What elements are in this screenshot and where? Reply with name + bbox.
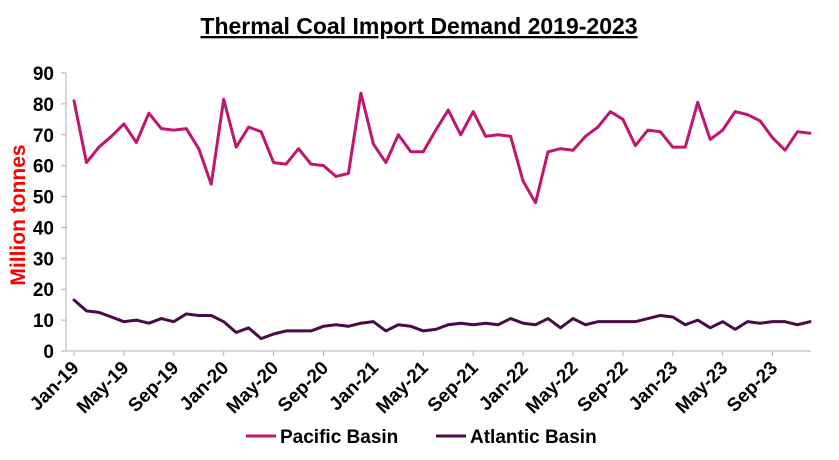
series-lines <box>72 91 812 341</box>
y-tick-label: 40 <box>33 218 54 239</box>
series-line-atlantic-basin <box>72 298 812 341</box>
y-tick-label: 60 <box>33 157 54 178</box>
y-tick-label: 30 <box>33 249 54 270</box>
x-tick-label: Sep-23 <box>723 358 782 417</box>
x-tick-label: Sep-19 <box>124 358 183 417</box>
x-tick-label: Sep-20 <box>274 358 333 417</box>
x-tick-label: May-21 <box>372 357 433 418</box>
y-tick-label: 90 <box>33 64 54 85</box>
series-line-pacific-basin <box>72 91 812 205</box>
y-tick-label: 20 <box>33 280 54 301</box>
legend: Pacific Basin Atlantic Basin <box>246 427 597 448</box>
x-tick-label: May-22 <box>522 358 582 418</box>
y-axis-label: Million tonnes <box>7 144 30 285</box>
chart-title: Thermal Coal Import Demand 2019-2023 <box>200 13 637 39</box>
y-tick-label: 80 <box>33 95 54 116</box>
y-tick-label: 10 <box>33 311 54 332</box>
x-tick-label: Sep-21 <box>424 357 483 416</box>
y-tick-label: 0 <box>43 342 54 363</box>
x-tick-label: Sep-22 <box>574 358 633 417</box>
x-tick-label: May-23 <box>672 358 732 418</box>
x-tick-label: May-19 <box>73 358 133 418</box>
y-tick-label: 70 <box>33 126 54 147</box>
legend-label: Atlantic Basin <box>470 427 597 448</box>
legend-label: Pacific Basin <box>280 427 398 448</box>
x-tick-label: May-20 <box>223 358 283 418</box>
y-tick-label: 50 <box>33 188 54 209</box>
